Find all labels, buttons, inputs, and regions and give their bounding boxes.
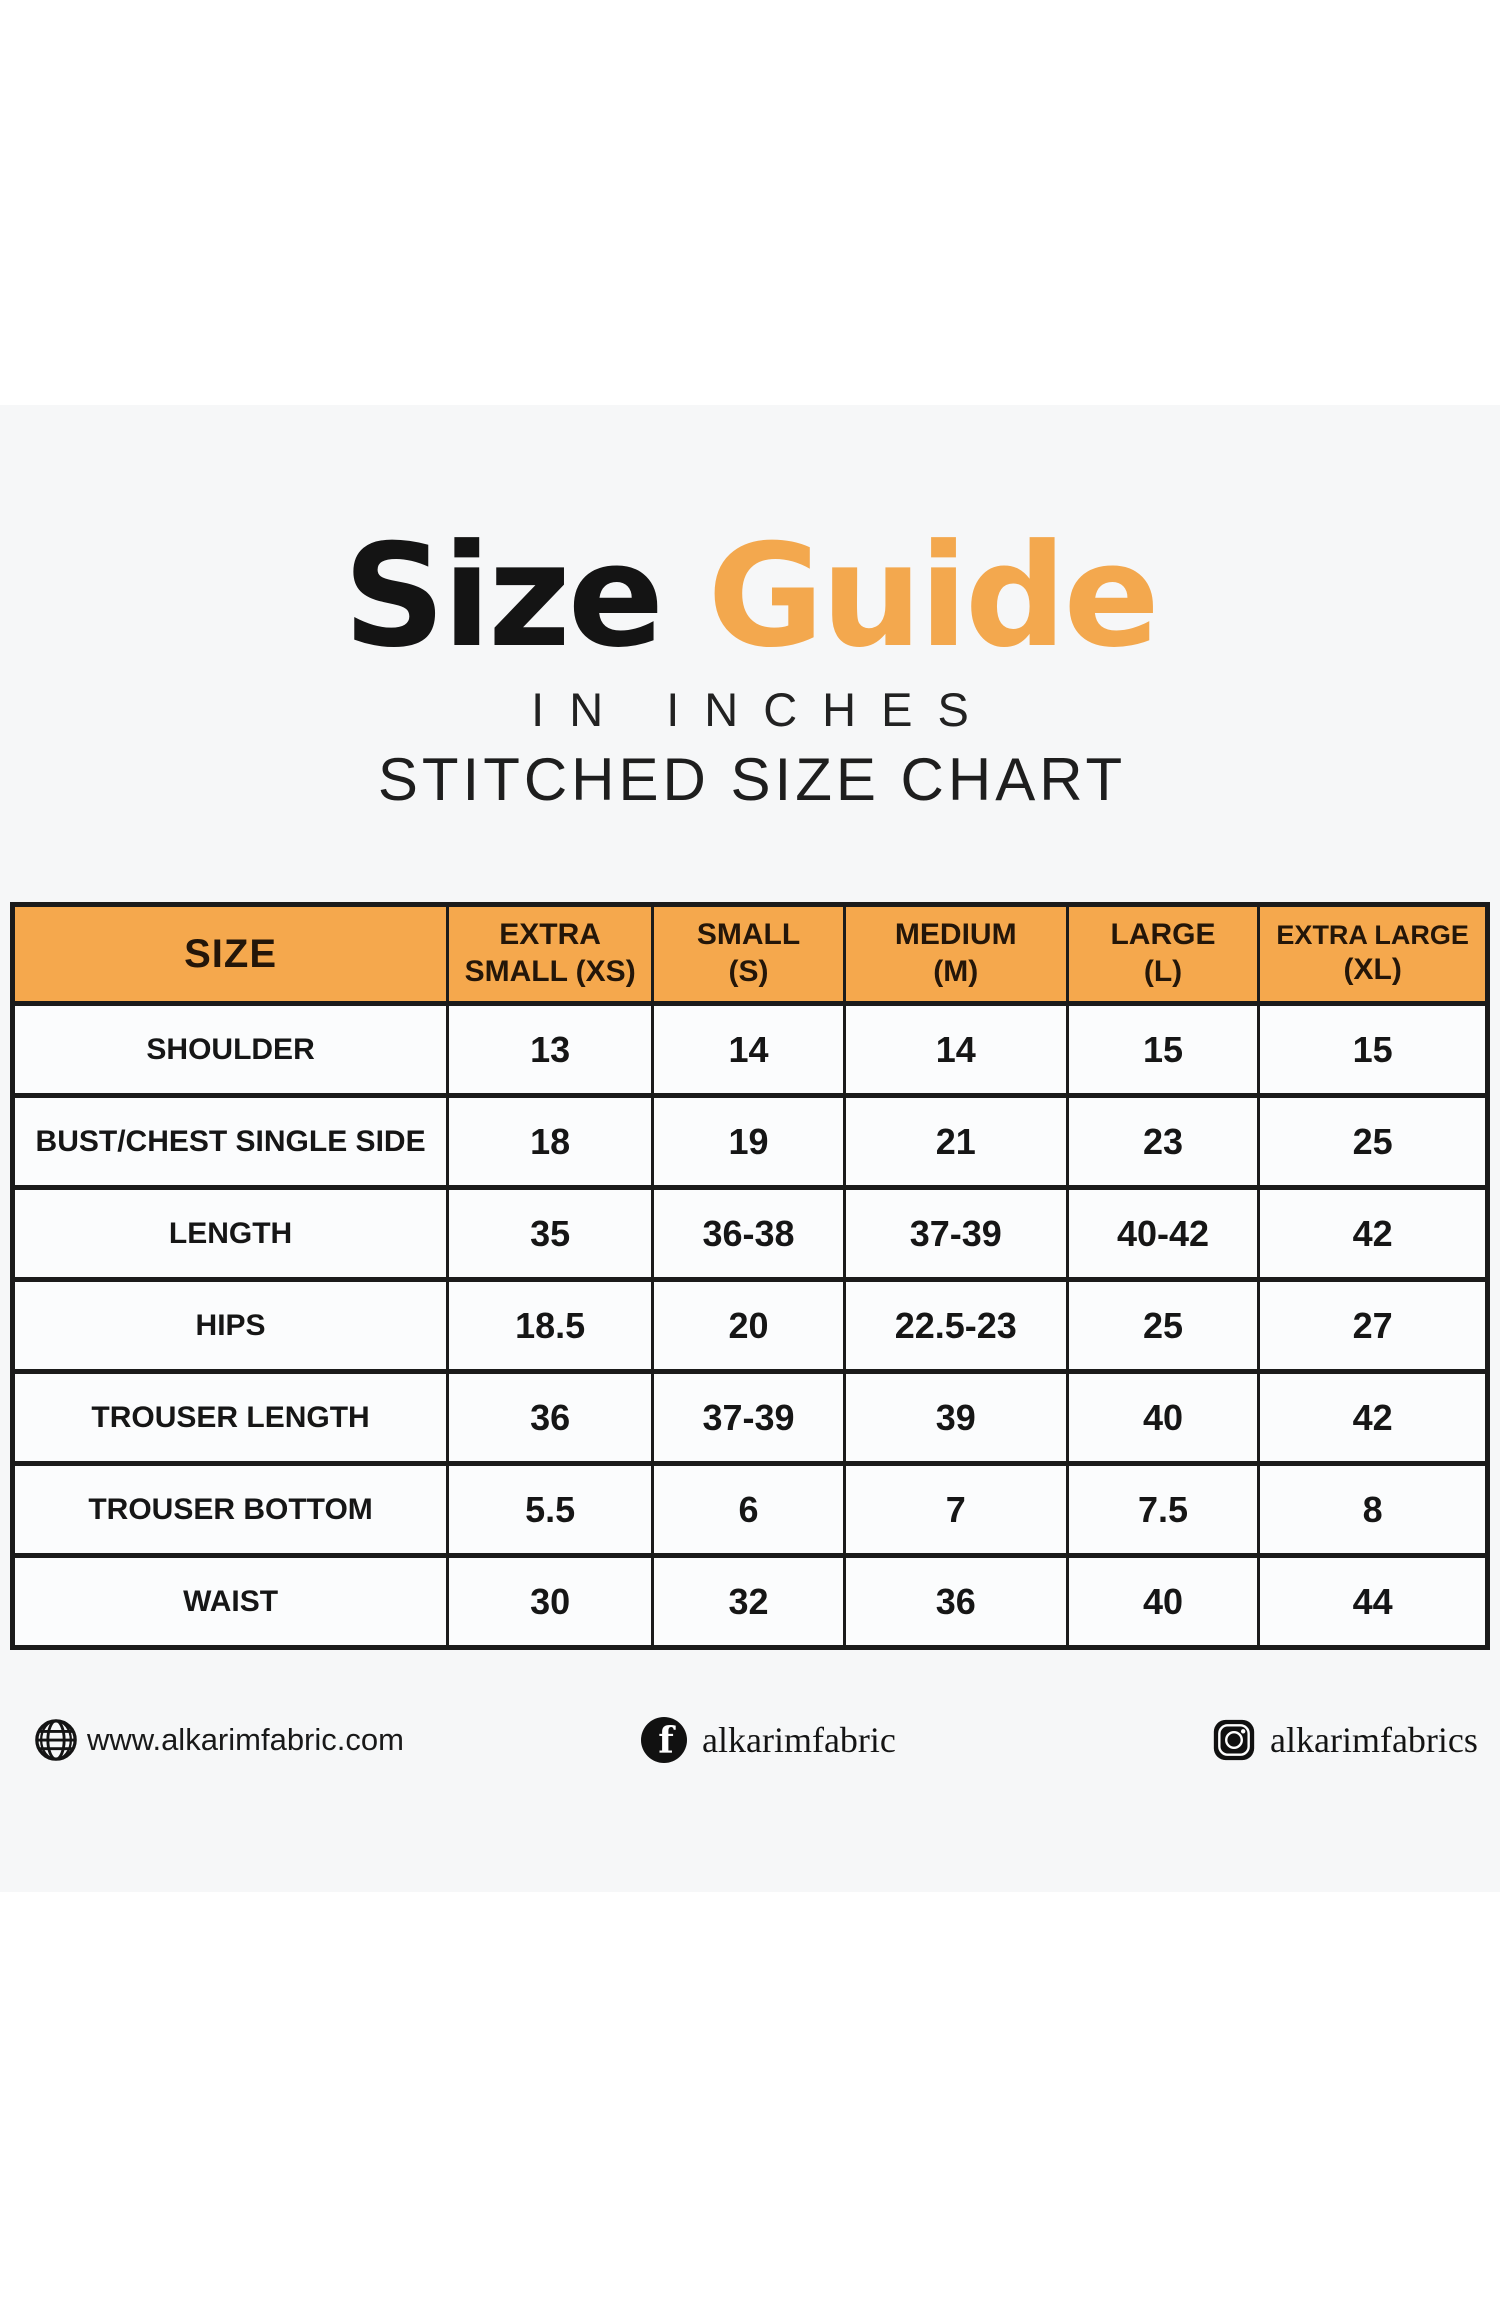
table-cell: 8: [1257, 1461, 1489, 1558]
table-cell: 37-39: [651, 1369, 846, 1466]
table-cell: 25: [1065, 1277, 1261, 1374]
table-cell: 35: [446, 1185, 655, 1282]
size-chart-table: SIZE EXTRA SMALL (XS) SMALL (S) MEDIUM (M) …: [10, 902, 1490, 1650]
page-title: Size Guide: [0, 526, 1500, 668]
row-label: HIPS: [10, 1277, 450, 1374]
subtitle-in-inches: IN INCHES: [531, 683, 994, 736]
table-cell: 36: [842, 1553, 1069, 1650]
row-label: TROUSER BOTTOM: [10, 1461, 450, 1558]
instagram-icon: [1212, 1718, 1256, 1762]
table-cell: 36-38: [651, 1185, 846, 1282]
header-row: SIZE EXTRA SMALL (XS) SMALL (S) MEDIUM (M) …: [10, 902, 1489, 1006]
table-cell: 40: [1065, 1553, 1261, 1650]
table-row-trouser-bottom: TROUSER BOTTOM 5.5 6 7 7.5 8: [10, 1461, 1489, 1558]
table-cell: 40: [1065, 1369, 1261, 1466]
table-cell: 25: [1257, 1093, 1489, 1190]
svg-text:f: f: [658, 1720, 676, 1762]
column-header-size: SIZE: [10, 902, 450, 1006]
table-cell: 44: [1257, 1553, 1489, 1650]
title-block: Size Guide IN INCHES STITCHED SIZE CHART: [0, 526, 1500, 814]
column-header-small: SMALL (S): [651, 902, 846, 1006]
row-label: TROUSER LENGTH: [10, 1369, 450, 1466]
table-cell: 30: [446, 1553, 655, 1650]
table-cell: 21: [842, 1093, 1069, 1190]
column-header-extra-small: EXTRA SMALL (XS): [446, 902, 655, 1006]
table-row-length: LENGTH 35 36-38 37-39 40-42 42: [10, 1185, 1489, 1282]
facebook-handle: alkarimfabric: [702, 1720, 896, 1760]
table-cell: 36: [446, 1369, 655, 1466]
table-cell: 22.5-23: [842, 1277, 1069, 1374]
table-cell: 19: [651, 1093, 846, 1190]
row-label: SHOULDER: [10, 1001, 450, 1098]
table-cell: 13: [446, 1001, 655, 1098]
row-label: BUST/CHEST SINGLE SIDE: [10, 1093, 450, 1190]
table-cell: 27: [1257, 1277, 1489, 1374]
table-row-shoulder: SHOULDER 13 14 14 15 15: [10, 1001, 1489, 1098]
column-header-large: LARGE (L): [1065, 902, 1261, 1006]
footer-instagram: alkarimfabrics: [1212, 1715, 1478, 1765]
table-cell: 32: [651, 1553, 846, 1650]
table-cell: 5.5: [446, 1461, 655, 1558]
table-cell: 14: [651, 1001, 846, 1098]
table-cell: 18: [446, 1093, 655, 1190]
table-row-hips: HIPS 18.5 20 22.5-23 25 27: [10, 1277, 1489, 1374]
subtitle-stitched-size-chart: STITCHED SIZE CHART: [377, 746, 1127, 813]
table-cell: 39: [842, 1369, 1069, 1466]
row-label: WAIST: [10, 1553, 450, 1650]
table-row-trouser-length: TROUSER LENGTH 36 37-39 39 40 42: [10, 1369, 1489, 1466]
table-row-bust-chest: BUST/CHEST SINGLE SIDE 18 19 21 23 25: [10, 1093, 1489, 1190]
table-cell: 6: [651, 1461, 846, 1558]
instagram-handle: alkarimfabrics: [1270, 1720, 1478, 1760]
facebook-icon: f: [640, 1716, 688, 1764]
table-cell: 20: [651, 1277, 846, 1374]
row-label: LENGTH: [10, 1185, 450, 1282]
table-cell: 37-39: [842, 1185, 1069, 1282]
footer-website: www.alkarimfabric.com: [33, 1715, 404, 1765]
globe-icon: [33, 1717, 79, 1763]
title-word-guide: Guide: [707, 514, 1160, 679]
website-url: www.alkarimfabric.com: [87, 1722, 404, 1757]
footer-facebook: f alkarimfabric: [640, 1715, 896, 1765]
table-cell: 40-42: [1065, 1185, 1261, 1282]
table-row-waist: WAIST 30 32 36 40 44: [10, 1553, 1489, 1650]
column-header-extra-large: EXTRA LARGE (XL): [1257, 902, 1489, 1006]
table-cell: 7: [842, 1461, 1069, 1558]
table-cell: 15: [1065, 1001, 1261, 1098]
table-cell: 14: [842, 1001, 1069, 1098]
table-cell: 7.5: [1065, 1461, 1261, 1558]
table-cell: 42: [1257, 1185, 1489, 1282]
column-header-medium: MEDIUM (M): [842, 902, 1069, 1006]
table-cell: 42: [1257, 1369, 1489, 1466]
title-word-size: Size: [343, 514, 664, 679]
table-cell: 15: [1257, 1001, 1489, 1098]
table-cell: 18.5: [446, 1277, 655, 1374]
table-cell: 23: [1065, 1093, 1261, 1190]
